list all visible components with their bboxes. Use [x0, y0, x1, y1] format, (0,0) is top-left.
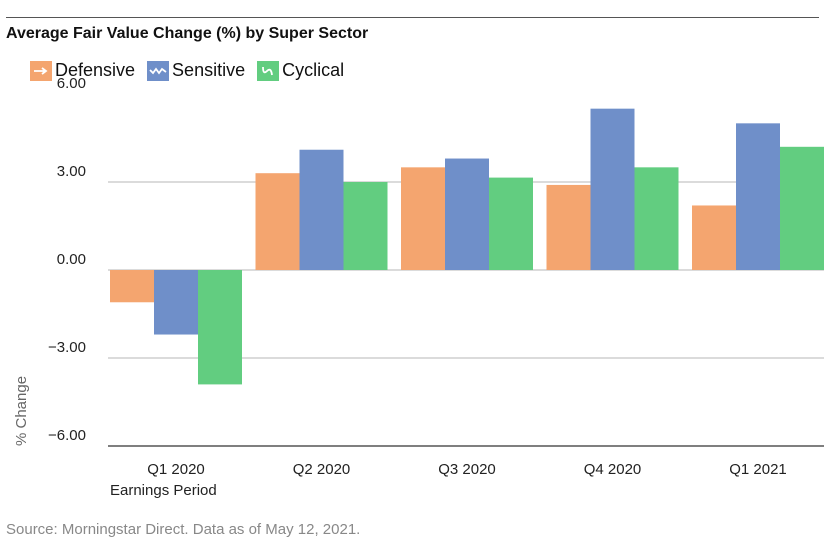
x-tick-label: Q1 2021 [729, 461, 787, 478]
legend-item-cyclical: Cyclical [257, 60, 344, 81]
bar-sensitive [154, 270, 198, 335]
y-tick-labels: 6.00 3.00 0.00 −3.00 −6.00 [48, 75, 86, 444]
x-tick-label: Q4 2020 [584, 461, 642, 478]
bar-cyclical [198, 270, 242, 385]
bar-sensitive [736, 123, 780, 270]
bar-cyclical [343, 182, 388, 270]
x-tick-label: Q2 2020 [293, 461, 351, 478]
bar-defensive [692, 205, 736, 270]
y-tick-label: 3.00 [57, 163, 86, 180]
bar-defensive [110, 270, 154, 303]
bars [110, 108, 824, 385]
sensitive-zigzag-icon [147, 60, 170, 81]
legend-item-sensitive: Sensitive [147, 60, 245, 81]
x-tick-label: Q3 2020 [438, 461, 496, 478]
defensive-arrow-icon [30, 60, 52, 81]
bar-defensive [546, 184, 591, 270]
legend-item-defensive: Defensive [30, 60, 135, 81]
legend-label-sensitive: Sensitive [172, 60, 246, 80]
x-tick-label: Q1 2020 [147, 461, 205, 478]
legend-label-cyclical: Cyclical [282, 60, 345, 80]
x-axis-label: Earnings Period [110, 482, 217, 499]
bar-sensitive [590, 108, 635, 271]
y-axis-label: % Change [13, 376, 30, 446]
source-note: Source: Morningstar Direct. Data as of M… [6, 521, 361, 538]
bar-sensitive [445, 158, 489, 270]
y-tick-label: −6.00 [48, 427, 86, 444]
y-tick-label: 6.00 [57, 75, 86, 92]
cyclical-wave-icon [257, 60, 280, 81]
bar-cyclical [780, 146, 824, 270]
chart-title: Average Fair Value Change (%) by Super S… [6, 25, 369, 42]
y-tick-label: −3.00 [48, 339, 86, 356]
top-rule [6, 17, 819, 18]
bar-cyclical [634, 167, 679, 270]
y-tick-label: 0.00 [57, 251, 86, 268]
bar-sensitive [299, 149, 344, 270]
x-tick-labels: Q1 2020 Q2 2020 Q3 2020 Q4 2020 Q1 2021 [147, 461, 787, 478]
legend-label-defensive: Defensive [55, 60, 136, 80]
legend: Defensive Sensitive Cyclical [30, 60, 356, 81]
bar-defensive [401, 167, 445, 270]
bar-defensive [255, 173, 300, 270]
bar-cyclical [489, 177, 533, 270]
